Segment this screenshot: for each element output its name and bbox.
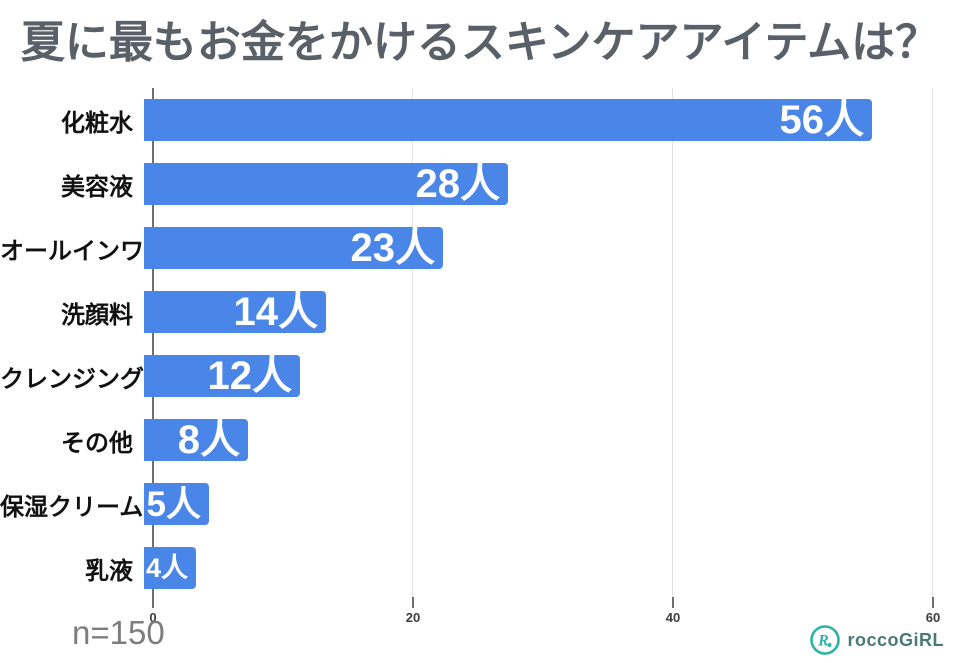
bar-track: 4人: [144, 547, 960, 589]
category-label: 美容液: [61, 173, 133, 201]
chart-row: その他 8人: [0, 408, 960, 472]
category-label: 化粧水: [61, 109, 133, 137]
chart-title: 夏に最もお金をかけるスキンケアアイテムは？: [20, 18, 940, 67]
x-axis-tick-label: 40: [665, 610, 681, 625]
chart-row: オールインワン 23人: [0, 216, 960, 280]
bar-value-label: 12人: [207, 354, 293, 398]
gridline: [672, 88, 673, 600]
bar: 23人: [144, 227, 443, 269]
bar-value-label: 5人: [146, 484, 201, 524]
bar-track: 12人: [144, 355, 960, 397]
chart-row: 洗顔料 14人: [0, 280, 960, 344]
bar: 8人: [144, 419, 248, 461]
chart-row: 化粧水 56人: [0, 88, 960, 152]
category-label: その他: [61, 429, 133, 457]
category-label: 洗顔料: [61, 301, 133, 329]
bar-value-label: 23人: [350, 226, 436, 270]
bar-track: 14人: [144, 291, 960, 333]
bar-track: 23人: [144, 227, 960, 269]
bar-value-label: 14人: [233, 290, 319, 334]
x-axis-tick: [672, 597, 674, 608]
brand-logo-text: roccoGiRL: [847, 629, 944, 650]
bar-value-label: 8人: [177, 418, 240, 462]
sample-size-label: n=150: [72, 614, 165, 651]
brand-logo: R roccoGiRL: [809, 624, 944, 656]
rows-layer: 化粧水 56人美容液 28人オールインワン 23人洗顔料 14人クレンジング 12人その他…: [0, 88, 960, 600]
x-axis: 0 20 40 60: [149, 597, 958, 640]
bar: 56人: [144, 99, 872, 141]
x-axis-tick-label: 20: [405, 610, 421, 625]
chart-row: 乳液 4人: [0, 536, 960, 600]
bar-track: 28人: [144, 163, 960, 205]
category-label: 乳液: [85, 557, 133, 585]
roccogirl-logo-icon: R: [809, 624, 841, 656]
bar: 5人: [144, 483, 209, 525]
bar-value-label: 56人: [779, 98, 865, 142]
bar-value-label: 4人: [145, 552, 188, 583]
gridline: [412, 88, 413, 600]
gridline: [932, 88, 933, 600]
x-axis-tick: [932, 597, 934, 608]
x-axis-tick: [412, 597, 414, 608]
bar: 12人: [144, 355, 300, 397]
bar-track: 56人: [144, 99, 960, 141]
bar-track: 5人: [144, 483, 960, 525]
svg-text:R: R: [818, 633, 830, 650]
bar: 4人: [144, 547, 196, 589]
chart-row: 美容液 28人: [0, 152, 960, 216]
chart-row: 保湿クリーム 5人: [0, 472, 960, 536]
x-axis-tick-label: 0: [149, 610, 157, 625]
category-label: クレンジング: [0, 365, 144, 393]
bar: 14人: [144, 291, 326, 333]
category-label: 保湿クリーム: [0, 493, 144, 521]
x-axis-tick: [152, 597, 154, 608]
bar-value-label: 28人: [415, 162, 501, 206]
y-axis-line: [152, 88, 154, 600]
bar-chart: 化粧水 56人美容液 28人オールインワン 23人洗顔料 14人クレンジング 12人その他…: [0, 88, 960, 600]
category-label: オールインワン: [0, 237, 168, 265]
bar: 28人: [144, 163, 508, 205]
x-axis-tick-label: 60: [925, 610, 941, 625]
grid-layer: [152, 88, 958, 600]
bar-track: 8人: [144, 419, 960, 461]
chart-row: クレンジング 12人: [0, 344, 960, 408]
